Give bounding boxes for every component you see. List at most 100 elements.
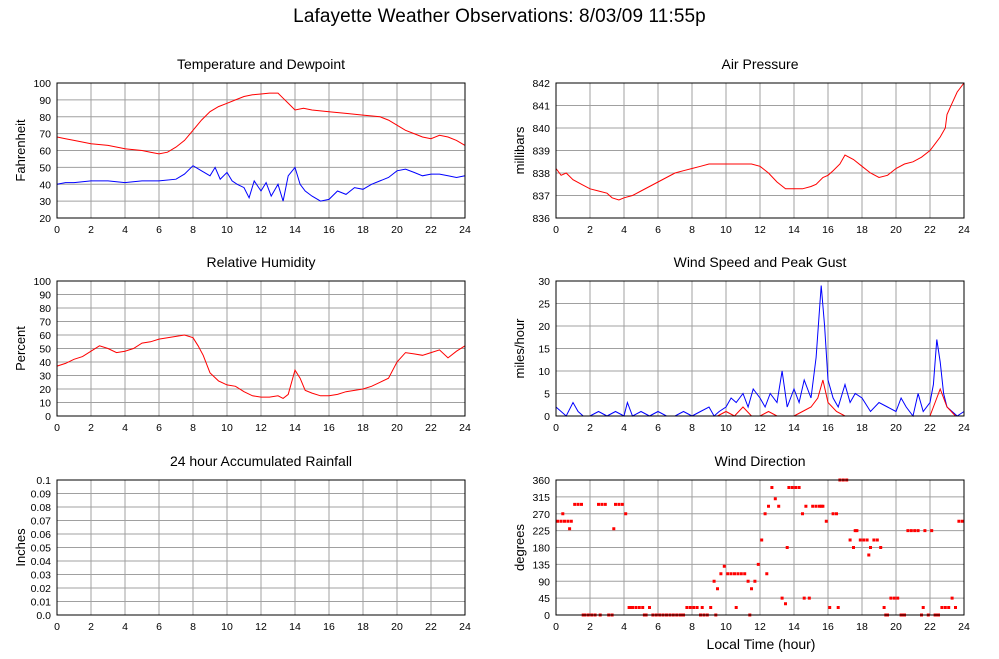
data-point: [865, 538, 869, 542]
x-tick-label: 4: [621, 224, 627, 236]
data-point: [712, 579, 716, 583]
panel-title: 24 hour Accumulated Rainfall: [170, 453, 352, 469]
data-point: [739, 572, 743, 576]
x-tick-label: 2: [88, 422, 94, 434]
x-tick-label: 14: [289, 224, 301, 236]
y-tick-label: 0: [544, 411, 550, 423]
x-axis-label: Local Time (hour): [707, 636, 816, 652]
page-title: Lafayette Weather Observations: 8/03/09 …: [293, 6, 706, 27]
panel-title: Wind Speed and Peak Gust: [674, 254, 847, 270]
x-tick-label: 6: [655, 422, 661, 434]
y-tick-label: 180: [532, 543, 550, 555]
data-point: [950, 596, 954, 600]
data-point: [869, 546, 872, 549]
plot-frame: [56, 479, 466, 616]
y-tick-label: 839: [532, 146, 550, 158]
data-point: [875, 538, 879, 542]
plot-frame: [555, 82, 965, 219]
data-point: [685, 606, 689, 609]
x-tick-label: 2: [587, 422, 593, 434]
data-point: [716, 587, 719, 591]
data-point: [790, 486, 794, 489]
data-point: [906, 529, 910, 533]
x-tick-label: 12: [754, 224, 766, 236]
y-tick-label: 315: [532, 492, 550, 504]
x-tick-label: 20: [890, 224, 902, 236]
data-point: [801, 512, 804, 516]
data-point: [821, 504, 825, 508]
data-point: [695, 606, 699, 609]
data-point: [940, 606, 944, 609]
x-tick-label: 24: [958, 224, 970, 236]
x-tick-label: 0: [54, 224, 60, 236]
data-point: [631, 606, 634, 609]
data-point: [882, 606, 886, 609]
data-point: [848, 538, 852, 542]
data-point: [853, 529, 857, 533]
data-point: [957, 519, 961, 523]
x-tick-label: 2: [587, 621, 593, 633]
y-tick-label: 0.09: [31, 489, 52, 501]
y-tick-label: 70: [39, 129, 51, 141]
y-tick-label: 30: [39, 196, 51, 208]
plot-frame: [555, 479, 965, 616]
x-tick-label: 14: [788, 224, 800, 236]
x-tick-label: 18: [357, 224, 369, 236]
y-tick-label: 50: [39, 344, 51, 356]
y-tick-label: 0.1: [36, 475, 51, 487]
x-tick-label: 18: [856, 422, 868, 434]
y-tick-label: 15: [538, 344, 550, 356]
x-tick-label: 16: [323, 422, 335, 434]
y-tick-label: 841: [532, 101, 550, 113]
data-point: [733, 572, 736, 576]
y-tick-label: 80: [39, 303, 51, 315]
y-tick-label: 0: [45, 411, 51, 423]
y-tick-label: 20: [538, 321, 550, 333]
data-point: [770, 486, 774, 489]
data-point: [862, 538, 866, 542]
x-tick-label: 6: [156, 422, 162, 434]
data-point: [773, 497, 777, 501]
data-point: [617, 502, 621, 506]
data-point: [743, 572, 747, 576]
data-point: [777, 504, 781, 508]
data-point: [648, 606, 651, 609]
data-point: [960, 519, 964, 523]
y-tick-label: 270: [532, 509, 550, 521]
panel-title: Relative Humidity: [207, 254, 316, 270]
data-point: [767, 504, 770, 508]
y-tick-label: 90: [39, 95, 51, 107]
data-point: [629, 606, 633, 609]
x-tick-label: 4: [122, 224, 128, 236]
data-point: [896, 596, 900, 600]
x-tick-label: 22: [924, 224, 936, 236]
data-point: [600, 502, 604, 506]
data-point: [930, 529, 934, 533]
data-point: [580, 502, 583, 506]
y-tick-label: 5: [544, 389, 550, 401]
data-point: [947, 606, 951, 609]
x-tick-label: 10: [221, 621, 233, 633]
x-tick-label: 22: [425, 621, 437, 633]
data-point: [892, 596, 896, 600]
y-tick-label: 30: [538, 276, 550, 288]
data-point: [807, 596, 811, 600]
data-point: [943, 606, 947, 609]
x-tick-label: 8: [689, 224, 695, 236]
data-point: [818, 504, 821, 508]
y-tick-label: 20: [39, 384, 51, 396]
humidity-panel: 0 2 4 6 8 10 12 14 16 18 20 22 240102030405060708090…: [13, 254, 471, 434]
data-point: [614, 502, 617, 506]
plot-frame: [56, 280, 466, 417]
y-tick-label: 840: [532, 123, 550, 135]
series-line-red: [556, 379, 964, 417]
x-tick-label: 24: [958, 621, 970, 633]
data-point: [852, 546, 855, 549]
y-tick-label: 60: [39, 330, 51, 342]
temp-panel: 0 2 4 6 8 10 12 14 16 18 20 22 242030405060708090100…: [13, 56, 471, 236]
x-tick-label: 20: [890, 621, 902, 633]
y-tick-label: 10: [538, 366, 550, 378]
series-line-blue: [56, 165, 466, 202]
y-tick-label: 90: [39, 290, 51, 302]
x-tick-label: 16: [822, 621, 834, 633]
